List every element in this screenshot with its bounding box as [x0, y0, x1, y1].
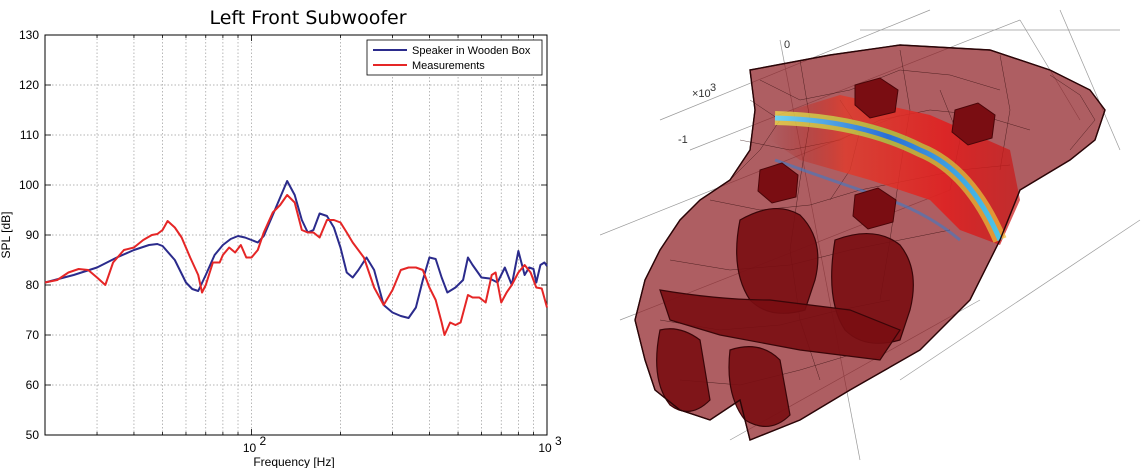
series-line-speaker-in-wooden-box [44, 180, 548, 319]
y-tick-label: 130 [19, 28, 39, 42]
plot-frame [44, 34, 548, 436]
x-tick-label-base: 10 [538, 441, 552, 455]
axis-label-exponent: 3 [710, 82, 716, 94]
y-tick-label: 80 [26, 278, 40, 292]
seats [656, 207, 914, 427]
grid [45, 35, 547, 435]
x-tick-label-exponent: 2 [260, 434, 267, 448]
axis-label-scale: ×10 [692, 88, 711, 100]
speaker-cubes [757, 77, 996, 230]
legend: Speaker in Wooden Box Measurements [366, 39, 543, 76]
car-body-outline [634, 44, 1106, 441]
cabin-simulation-render: 0 ×10 3 -1 [600, 9, 1141, 461]
x-tick-label: 10 3 [538, 434, 562, 455]
y-tick-label: 50 [26, 428, 40, 442]
x-axis-label: Frequency [Hz] [253, 455, 334, 468]
series-group [44, 180, 548, 336]
x-tick-label-exponent: 3 [555, 434, 562, 448]
legend-box [366, 39, 543, 76]
x-tick-label: 10 2 [243, 434, 267, 455]
chart-title: Left Front Subwoofer [209, 7, 406, 29]
y-tick-label: 110 [20, 128, 39, 142]
field-band-node [774, 115, 1003, 241]
y-tick-label: 60 [26, 378, 40, 392]
y-tick-label: 120 [19, 78, 39, 92]
y-tick-label: 90 [26, 228, 40, 242]
y-axis-label: SPL [dB] [0, 212, 13, 259]
x-tick-label-base: 10 [243, 441, 257, 455]
legend-label-measurements: Measurements [412, 60, 485, 72]
y-tick-label: 100 [19, 178, 39, 192]
spl-chart: Left Front Subwoofer 50 60 70 80 90 100 110 120… [0, 7, 562, 468]
axis-label-neg1: -1 [678, 134, 688, 146]
axis-label-0: 0 [784, 39, 790, 51]
series-line-measurements [44, 194, 548, 336]
legend-label-speaker: Speaker in Wooden Box [412, 45, 531, 57]
y-tick-label: 70 [26, 328, 40, 342]
